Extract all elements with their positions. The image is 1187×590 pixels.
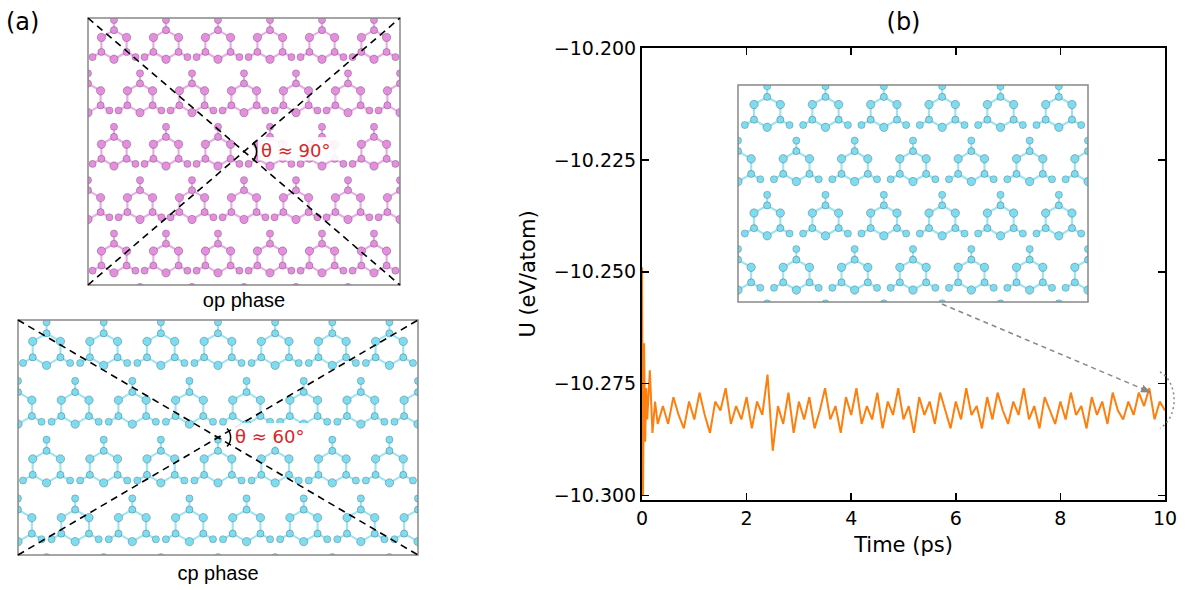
svg-text:θ ≈ 90°: θ ≈ 90° (261, 140, 330, 161)
svg-text:10: 10 (1153, 507, 1177, 529)
svg-text:−10.300: −10.300 (554, 484, 636, 506)
svg-text:cp phase: cp phase (177, 562, 258, 584)
svg-text:U (eV/atom): U (eV/atom) (516, 210, 540, 337)
svg-text:(b): (b) (887, 8, 921, 36)
svg-text:2: 2 (741, 507, 753, 529)
svg-text:op phase: op phase (203, 289, 285, 311)
svg-text:θ ≈ 60°: θ ≈ 60° (235, 426, 304, 447)
svg-text:−10.200: −10.200 (554, 37, 636, 59)
svg-text:4: 4 (845, 507, 857, 529)
svg-text:−10.275: −10.275 (554, 372, 636, 394)
svg-text:−10.250: −10.250 (554, 260, 636, 282)
svg-text:6: 6 (950, 507, 962, 529)
svg-text:(a): (a) (6, 8, 39, 36)
svg-text:0: 0 (636, 507, 648, 529)
svg-text:8: 8 (1054, 507, 1066, 529)
svg-text:−10.225: −10.225 (554, 149, 636, 171)
svg-text:Time (ps): Time (ps) (853, 533, 953, 557)
